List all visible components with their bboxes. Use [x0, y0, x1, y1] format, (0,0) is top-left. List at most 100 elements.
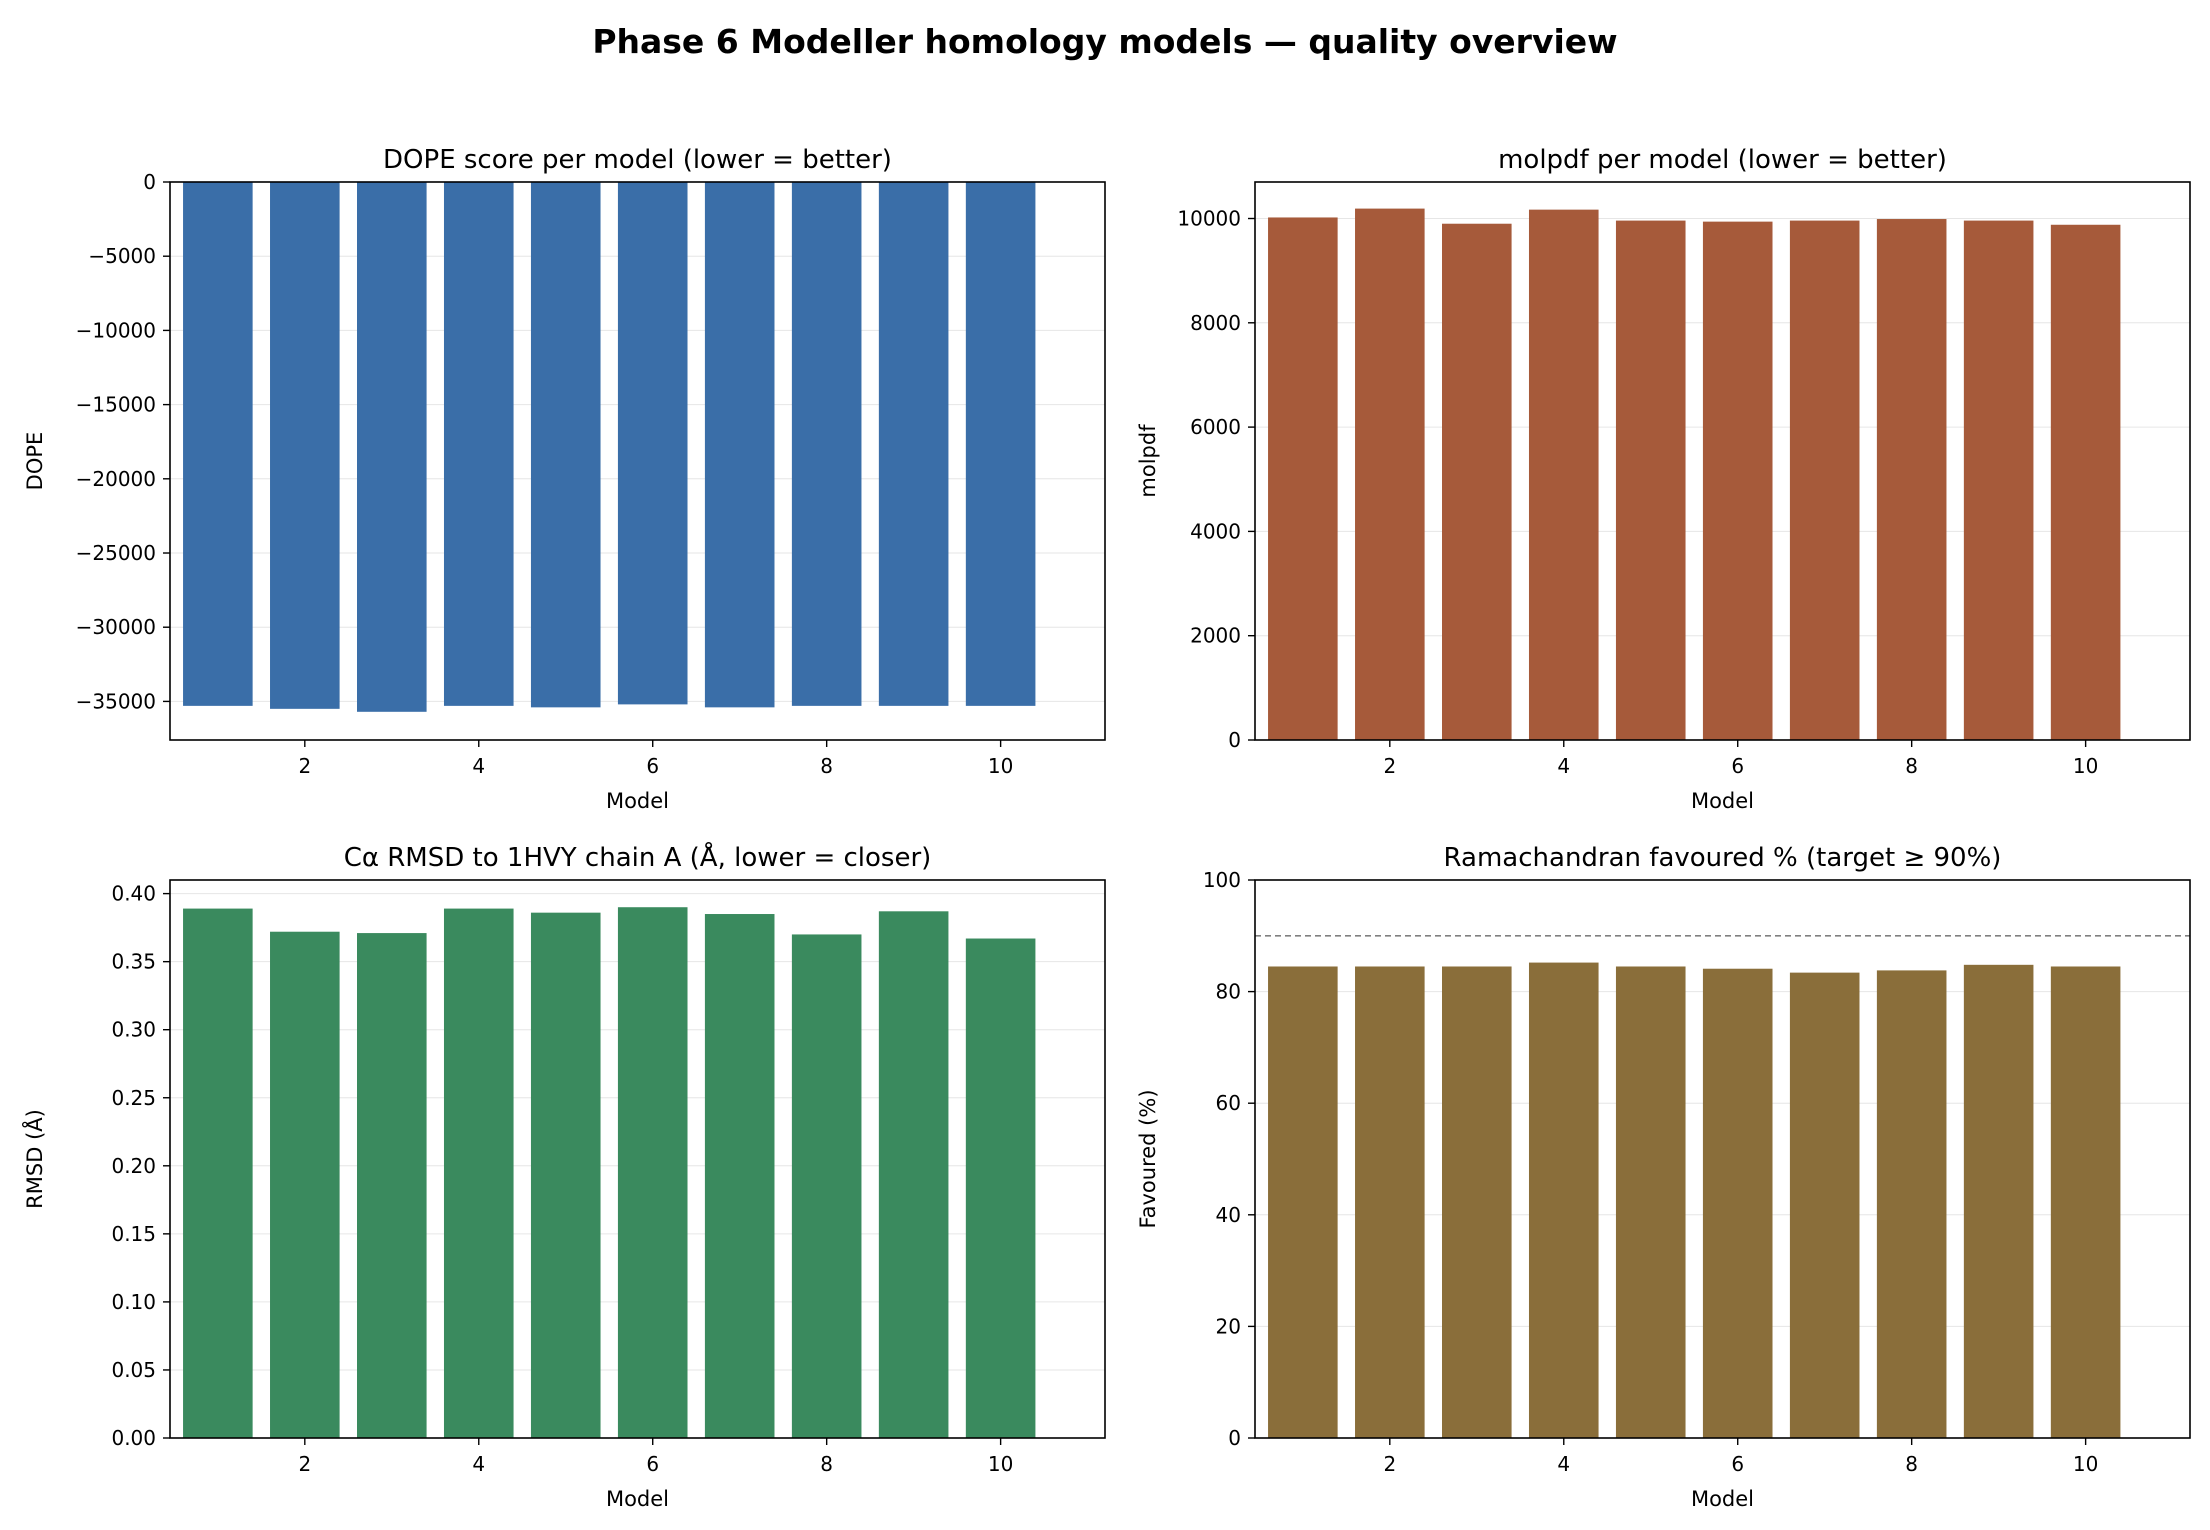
chart4-ytick-label-4: 80 — [1216, 980, 1241, 1004]
chart3-bar-1 — [183, 908, 253, 1438]
chart1-bar-4 — [443, 182, 514, 706]
chart2-bar-5 — [1615, 220, 1686, 741]
chart4-xtick-label-0: 2 — [1383, 1452, 1396, 1476]
chart1-bar-9 — [878, 182, 949, 706]
chart4-xtick-label-3: 8 — [1905, 1452, 1918, 1476]
chart1-bar-10 — [965, 182, 1036, 706]
chart2-ytick-label-5: 10000 — [1177, 207, 1241, 231]
figure-title: Phase 6 Modeller homology models — quali… — [592, 22, 1618, 61]
chart4-bar-4 — [1528, 962, 1599, 1438]
chart2-ytick-label-4: 8000 — [1190, 311, 1241, 335]
chart3-bar-2 — [270, 931, 340, 1438]
chart3-bar-4 — [443, 908, 514, 1438]
chart1-ytick-label-7: −35000 — [76, 689, 156, 713]
chart2-xlabel: Model — [1691, 789, 1754, 813]
chart1-ytick-label-5: −25000 — [76, 541, 156, 565]
chart2-bar-7 — [1789, 220, 1860, 741]
chart1-bar-7 — [704, 182, 775, 708]
chart2-molpdf-panel: 0 2000 4000 6000 8000 10000 2 4 6 8 10 molpdf per m… — [1136, 145, 2191, 813]
chart4-bar-3 — [1442, 966, 1512, 1438]
chart3-xtick-label-4: 10 — [988, 1452, 1013, 1476]
chart4-bar-6 — [1702, 968, 1773, 1438]
chart2-title: molpdf per model (lower = better) — [1498, 145, 1947, 175]
chart1-bar-3 — [357, 182, 427, 712]
chart1-axes-frame — [169, 181, 1106, 741]
chart2-bar-8 — [1876, 219, 1947, 740]
chart2-ylabel: molpdf — [1136, 424, 1160, 498]
chart4-xtick-label-2: 6 — [1731, 1452, 1744, 1476]
chart3-ytick-label-4: 0.20 — [111, 1154, 156, 1178]
chart4-ylabel: Favoured (%) — [1136, 1089, 1160, 1228]
chart3-rmsd-panel: 0.00 0.05 0.10 0.15 0.20 0.25 0.30 0.35 0.40 2 4 6 8… — [21, 841, 1106, 1511]
chart3-ytick-label-1: 0.05 — [111, 1358, 156, 1382]
chart3-xtick-label-0: 2 — [298, 1452, 311, 1476]
chart3-bar-5 — [530, 912, 601, 1438]
chart4-ytick-label-2: 40 — [1216, 1203, 1241, 1227]
chart3-bar-9 — [878, 911, 949, 1438]
chart4-bar-2 — [1355, 966, 1425, 1438]
chart3-ytick-label-5: 0.25 — [111, 1086, 156, 1110]
chart2-axes-frame — [1254, 181, 2191, 741]
chart1-ylabel: DOPE — [23, 432, 47, 491]
chart4-rama-panel: 0 20 40 60 80 100 2 4 6 8 10 Ramachandran favoured … — [1136, 843, 2191, 1511]
chart2-bar-6 — [1702, 221, 1773, 740]
chart2-ytick-label-3: 6000 — [1190, 415, 1241, 439]
chart1-xtick-label-2: 6 — [646, 754, 659, 778]
chart2-bar-3 — [1442, 223, 1512, 741]
chart4-ytick-label-1: 20 — [1216, 1314, 1241, 1338]
chart2-bar-1 — [1268, 217, 1338, 741]
chart2-bar-4 — [1528, 209, 1599, 740]
chart2-xtick-label-1: 4 — [1557, 754, 1570, 778]
chart1-xlabel: Model — [606, 789, 669, 813]
chart2-ytick-label-0: 0 — [1228, 728, 1241, 752]
chart2-xtick-label-4: 10 — [2073, 754, 2098, 778]
chart4-axes-frame — [1254, 879, 2191, 1439]
chart1-title: DOPE score per model (lower = better) — [383, 145, 892, 175]
chart3-axes-frame — [169, 879, 1106, 1439]
chart2-bar-10 — [2050, 224, 2121, 740]
chart1-ytick-label-0: 0 — [143, 170, 156, 194]
chart4-bar-8 — [1876, 970, 1947, 1438]
chart1-ytick-label-1: −5000 — [88, 244, 156, 268]
chart1-xtick-label-1: 4 — [472, 754, 485, 778]
chart1-ytick-label-3: −15000 — [76, 393, 156, 417]
chart2-ytick-label-2: 4000 — [1190, 519, 1241, 543]
chart3-ytick-label-2: 0.10 — [111, 1290, 156, 1314]
chart3-ytick-label-6: 0.30 — [111, 1018, 156, 1042]
chart4-bar-7 — [1789, 972, 1860, 1438]
chart3-ytick-label-3: 0.15 — [111, 1222, 156, 1246]
chart3-xtick-label-2: 6 — [646, 1452, 659, 1476]
chart1-ytick-label-6: −30000 — [76, 615, 156, 639]
chart1-xtick-label-4: 10 — [988, 754, 1013, 778]
chart1-bar-8 — [791, 182, 862, 706]
chart2-xtick-label-3: 8 — [1905, 754, 1918, 778]
chart3-ytick-label-7: 0.35 — [111, 950, 156, 974]
chart1-bar-1 — [183, 182, 253, 706]
chart3-bar-6 — [617, 907, 688, 1438]
chart3-bar-7 — [704, 914, 775, 1438]
chart1-bar-5 — [530, 182, 601, 708]
chart1-ytick-label-2: −10000 — [76, 318, 156, 342]
chart4-bar-9 — [1963, 964, 2034, 1438]
chart3-bar-8 — [791, 934, 862, 1438]
chart4-xtick-label-1: 4 — [1557, 1452, 1570, 1476]
chart4-bar-5 — [1615, 966, 1686, 1438]
chart2-xtick-label-2: 6 — [1731, 754, 1744, 778]
chart2-ytick-label-1: 2000 — [1190, 624, 1241, 648]
chart4-xtick-label-4: 10 — [2073, 1452, 2098, 1476]
chart4-ytick-label-0: 0 — [1228, 1426, 1241, 1450]
chart3-bar-3 — [357, 933, 427, 1438]
chart1-bar-2 — [270, 182, 340, 709]
chart3-xlabel: Model — [606, 1487, 669, 1511]
chart4-bar-10 — [2050, 966, 2121, 1438]
chart4-xlabel: Model — [1691, 1487, 1754, 1511]
chart2-xtick-label-0: 2 — [1383, 754, 1396, 778]
chart3-ylabel: RMSD (Å) — [21, 1109, 47, 1209]
chart3-title: Cα RMSD to 1HVY chain A (Å, lower = clos… — [344, 841, 932, 873]
chart4-ytick-label-3: 60 — [1216, 1091, 1241, 1115]
chart2-bar-2 — [1355, 208, 1425, 741]
chart3-xtick-label-1: 4 — [472, 1452, 485, 1476]
chart4-bar-1 — [1268, 966, 1338, 1438]
